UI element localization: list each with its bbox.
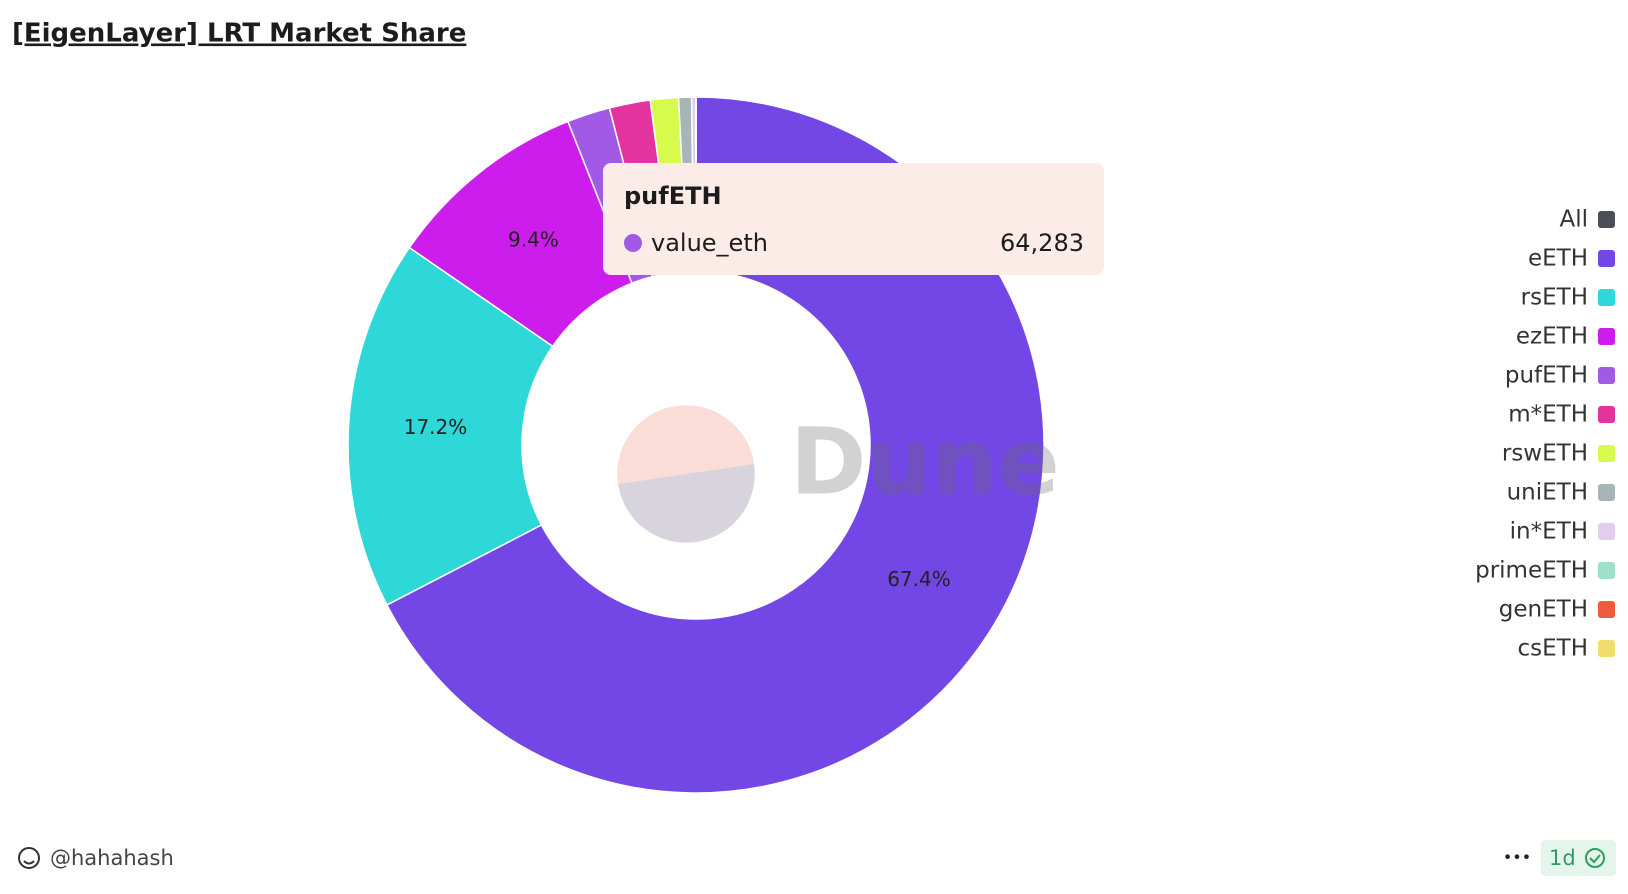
legend-swatch	[1598, 562, 1615, 579]
author[interactable]: @hahahash	[50, 846, 174, 870]
legend-label: ezETH	[1516, 324, 1588, 350]
tooltip-box	[603, 163, 1104, 275]
legend-label: genETH	[1499, 597, 1588, 623]
legend-label: uniETH	[1507, 480, 1588, 506]
legend-swatch	[1598, 289, 1615, 306]
tooltip-title: pufETH	[624, 182, 722, 210]
tooltip-value: 64,283	[1000, 229, 1084, 257]
watermark: Dune	[790, 408, 1060, 515]
legend-label: eETH	[1528, 246, 1588, 272]
tooltip-series: value_eth	[651, 229, 768, 257]
slice-label: 17.2%	[404, 415, 468, 439]
tooltip: pufETH value_eth 64,283	[603, 163, 1104, 275]
slice-labels: 67.4% 17.2% 9.4%	[404, 227, 951, 591]
legend-label: rsETH	[1521, 285, 1588, 311]
slice-label: 67.4%	[887, 567, 951, 591]
legend-swatch	[1598, 250, 1615, 267]
legend-label: m*ETH	[1508, 402, 1588, 428]
age: 1d	[1549, 846, 1576, 870]
tooltip-swatch	[624, 234, 642, 252]
legend-swatch	[1598, 523, 1615, 540]
legend-swatch	[1598, 211, 1615, 228]
legend-swatch	[1598, 484, 1615, 501]
widget-title[interactable]: [EigenLayer] LRT Market Share	[12, 19, 466, 49]
footer: @hahahash ••• 1d	[18, 840, 1616, 876]
legend: All eETH rsETH ezETH pufETH m*ETH rswETH uniETH…	[1475, 207, 1615, 662]
legend-label: All	[1559, 207, 1588, 233]
legend-swatch	[1598, 367, 1615, 384]
logo	[617, 405, 755, 543]
legend-label: rswETH	[1502, 441, 1588, 467]
avatar	[18, 847, 40, 869]
legend-swatch	[1598, 445, 1615, 462]
legend-label: primeETH	[1475, 558, 1588, 584]
legend-label: pufETH	[1505, 363, 1588, 389]
slice	[347, 246, 554, 606]
legend-swatch	[1598, 406, 1615, 423]
slice-label: 9.4%	[508, 227, 559, 251]
legend-swatch	[1598, 601, 1615, 618]
legend-label: csETH	[1517, 636, 1588, 662]
legend-swatch	[1598, 328, 1615, 345]
legend-swatch	[1598, 640, 1615, 657]
legend-label: in*ETH	[1510, 519, 1588, 545]
more-menu[interactable]: •••	[1503, 848, 1531, 867]
